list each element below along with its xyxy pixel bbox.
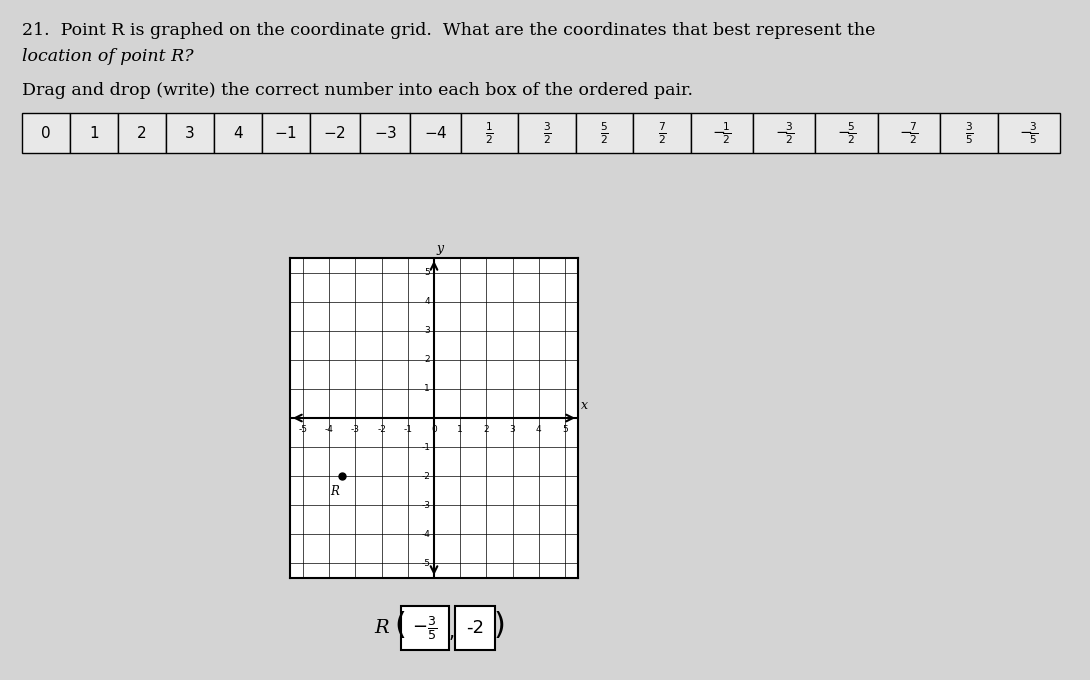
FancyBboxPatch shape <box>410 113 461 153</box>
Text: 2: 2 <box>424 356 431 364</box>
Text: $\frac{1}{2}$: $\frac{1}{2}$ <box>485 120 494 146</box>
Text: 2: 2 <box>484 425 489 435</box>
Text: 2: 2 <box>137 126 147 141</box>
Text: -2: -2 <box>421 472 431 481</box>
Text: $-$4: $-$4 <box>424 125 447 141</box>
Text: -1: -1 <box>421 443 431 452</box>
FancyBboxPatch shape <box>461 113 518 153</box>
Text: 3: 3 <box>185 126 195 141</box>
Text: $-\!\frac{7}{2}$: $-\!\frac{7}{2}$ <box>899 120 919 146</box>
Text: 5: 5 <box>424 268 431 277</box>
FancyBboxPatch shape <box>576 113 633 153</box>
Text: -2: -2 <box>467 619 484 637</box>
FancyBboxPatch shape <box>997 113 1059 153</box>
Text: 1: 1 <box>89 126 99 141</box>
Text: -4: -4 <box>421 530 431 539</box>
Text: $-$1: $-$1 <box>275 125 298 141</box>
Text: 4: 4 <box>536 425 542 435</box>
Text: y: y <box>437 242 444 255</box>
FancyBboxPatch shape <box>118 113 166 153</box>
Text: location of point R?: location of point R? <box>22 48 194 65</box>
Text: 1: 1 <box>458 425 463 435</box>
Text: R: R <box>330 485 339 498</box>
Text: 21.  Point R is graphed on the coordinate grid.  What are the coordinates that b: 21. Point R is graphed on the coordinate… <box>22 22 875 39</box>
Text: $\frac{7}{2}$: $\frac{7}{2}$ <box>657 120 666 146</box>
FancyBboxPatch shape <box>877 113 941 153</box>
FancyBboxPatch shape <box>753 113 815 153</box>
FancyBboxPatch shape <box>22 113 70 153</box>
Text: 0: 0 <box>41 126 51 141</box>
FancyBboxPatch shape <box>262 113 310 153</box>
Text: $\frac{3}{2}$: $\frac{3}{2}$ <box>543 120 552 146</box>
Text: $\frac{3}{5}$: $\frac{3}{5}$ <box>965 120 973 146</box>
Text: $-\!\frac{1}{2}$: $-\!\frac{1}{2}$ <box>713 120 731 146</box>
Text: $-\!\frac{3}{5}$: $-\!\frac{3}{5}$ <box>1019 120 1039 146</box>
Text: 1: 1 <box>424 384 431 394</box>
Text: 0: 0 <box>432 425 437 435</box>
FancyBboxPatch shape <box>633 113 691 153</box>
Text: 5: 5 <box>562 425 568 435</box>
Text: 4: 4 <box>233 126 243 141</box>
FancyBboxPatch shape <box>401 606 449 650</box>
Text: -5: -5 <box>421 559 431 568</box>
FancyBboxPatch shape <box>455 606 495 650</box>
FancyBboxPatch shape <box>691 113 753 153</box>
FancyBboxPatch shape <box>310 113 360 153</box>
Text: (: ( <box>395 611 405 641</box>
Text: 4: 4 <box>424 297 431 306</box>
FancyBboxPatch shape <box>941 113 997 153</box>
Text: $-\!\frac{3}{2}$: $-\!\frac{3}{2}$ <box>775 120 794 146</box>
Text: $-$3: $-$3 <box>374 125 397 141</box>
FancyBboxPatch shape <box>360 113 410 153</box>
FancyBboxPatch shape <box>70 113 118 153</box>
Text: $-$2: $-$2 <box>324 125 347 141</box>
Text: -3: -3 <box>421 500 431 510</box>
Text: 3: 3 <box>424 326 431 335</box>
Text: -5: -5 <box>299 425 307 435</box>
FancyBboxPatch shape <box>166 113 214 153</box>
FancyBboxPatch shape <box>214 113 262 153</box>
Text: ): ) <box>494 611 506 641</box>
Text: -2: -2 <box>377 425 386 435</box>
Text: $-\!\frac{5}{2}$: $-\!\frac{5}{2}$ <box>837 120 856 146</box>
FancyBboxPatch shape <box>815 113 877 153</box>
Text: -4: -4 <box>325 425 334 435</box>
Text: 3: 3 <box>510 425 516 435</box>
Text: R: R <box>375 619 389 637</box>
FancyBboxPatch shape <box>518 113 576 153</box>
Text: $\frac{5}{2}$: $\frac{5}{2}$ <box>601 120 609 146</box>
Text: Drag and drop (write) the correct number into each box of the ordered pair.: Drag and drop (write) the correct number… <box>22 82 693 99</box>
Text: ,: , <box>449 624 455 643</box>
Text: $-\frac{3}{5}$: $-\frac{3}{5}$ <box>412 614 437 642</box>
Text: -1: -1 <box>403 425 412 435</box>
Text: -3: -3 <box>351 425 360 435</box>
Text: x: x <box>581 399 588 412</box>
